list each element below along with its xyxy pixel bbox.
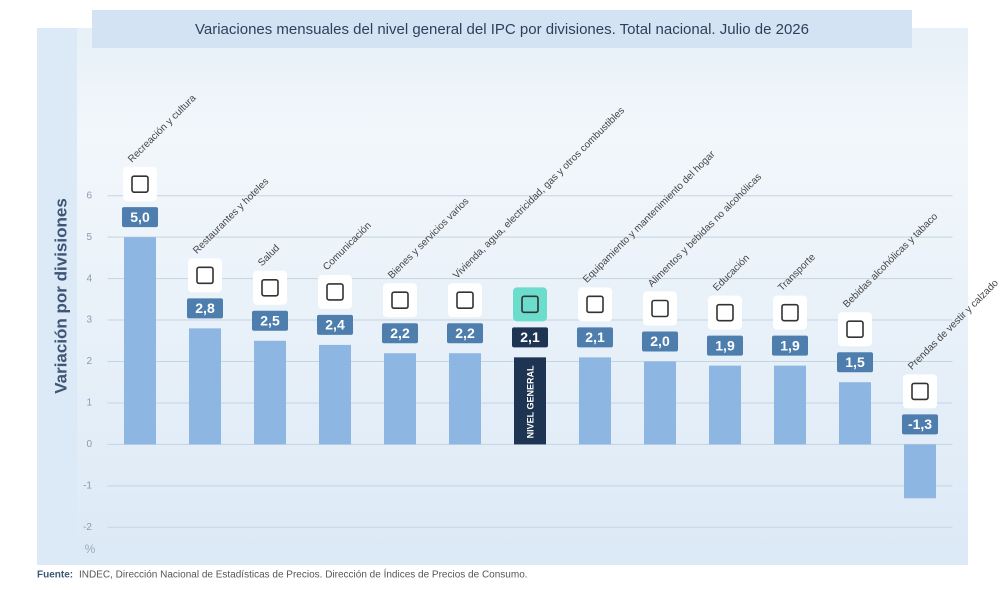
- icon-box: [903, 374, 937, 409]
- value-label: 2,5: [260, 312, 280, 328]
- icon-box: [513, 287, 547, 322]
- icon-box: [188, 258, 222, 293]
- icon-box: [708, 295, 742, 330]
- bar: [449, 353, 481, 445]
- bar: [904, 444, 936, 499]
- bar: [319, 344, 351, 445]
- icon-box: [773, 295, 807, 330]
- icon-glyph: [261, 278, 279, 297]
- value-label: 2,1: [585, 329, 605, 345]
- bar: [644, 361, 676, 445]
- bar: [254, 340, 286, 445]
- icon-box: [383, 283, 417, 318]
- icon-glyph: [391, 291, 409, 310]
- y-tick-label: 1: [86, 398, 92, 409]
- icon-glyph: [196, 266, 214, 285]
- icon-glyph: [521, 295, 539, 314]
- y-tick-label: -2: [83, 522, 92, 533]
- value-label-box: [447, 323, 483, 344]
- icon-box: [643, 291, 677, 326]
- value-label: 1,9: [715, 337, 735, 353]
- value-label-box: [317, 314, 353, 335]
- value-label-box: [707, 335, 743, 356]
- bar: [514, 357, 546, 445]
- y-tick-label: -1: [83, 480, 92, 491]
- icon-glyph: [716, 303, 734, 322]
- chart-title: Variaciones mensuales del nivel general …: [195, 21, 809, 38]
- icon-box: [448, 283, 482, 318]
- value-label: 2,1: [520, 329, 540, 345]
- value-label-box: [902, 414, 938, 435]
- y-tick-label: 4: [86, 273, 92, 284]
- value-label-box: [642, 331, 678, 352]
- icon-glyph: [651, 299, 669, 318]
- icon-glyph: [456, 291, 474, 310]
- value-label: -1,3: [908, 416, 932, 432]
- y-axis-title: Variación por divisiones: [51, 198, 70, 394]
- bar: [124, 237, 156, 445]
- value-label: 2,8: [195, 300, 215, 316]
- value-label: 2,2: [455, 325, 475, 341]
- bar: [774, 365, 806, 445]
- y-tick-label: 6: [86, 190, 92, 201]
- bar: [579, 357, 611, 445]
- value-label-box: [187, 298, 223, 319]
- icon-glyph: [586, 295, 604, 314]
- icon-box: [578, 287, 612, 322]
- value-label-box: [252, 310, 288, 331]
- value-label-box: [772, 335, 808, 356]
- icon-box: [253, 270, 287, 305]
- y-unit: %: [85, 542, 96, 556]
- y-tick-label: 5: [86, 232, 92, 243]
- icon-box: [123, 167, 157, 202]
- bar: [709, 365, 741, 445]
- value-label-box: [512, 327, 548, 348]
- value-label: 1,5: [845, 354, 865, 370]
- icon-box: [318, 274, 352, 309]
- title-box: [92, 10, 912, 48]
- bar: [189, 328, 221, 445]
- value-label-box: [837, 352, 873, 373]
- y-tick-label: 0: [86, 439, 92, 450]
- icon-glyph: [846, 320, 864, 339]
- value-label: 2,0: [650, 333, 670, 349]
- y-tick-label: 3: [86, 315, 92, 326]
- value-label-box: [122, 207, 158, 228]
- source-label: Fuente:: [37, 570, 73, 581]
- value-label-box: [382, 323, 418, 344]
- bar: [839, 382, 871, 445]
- bar: [384, 353, 416, 445]
- icon-box: [838, 312, 872, 347]
- source: INDEC, Dirección Nacional de Estadística…: [79, 568, 528, 581]
- y-tick-label: 2: [86, 356, 92, 367]
- value-label: 2,4: [325, 317, 345, 333]
- value-label-box: [577, 327, 613, 348]
- icon-glyph: [326, 283, 344, 301]
- icon-glyph: [911, 382, 929, 401]
- icon-glyph: [781, 303, 799, 322]
- value-label: 2,2: [390, 325, 410, 341]
- category-label: NIVEL GENERAL: [525, 365, 535, 438]
- icon-glyph: [131, 175, 149, 193]
- value-label: 5,0: [130, 209, 150, 225]
- panel: [37, 28, 968, 565]
- axis-band: [37, 28, 77, 565]
- value-label: 1,9: [780, 337, 800, 353]
